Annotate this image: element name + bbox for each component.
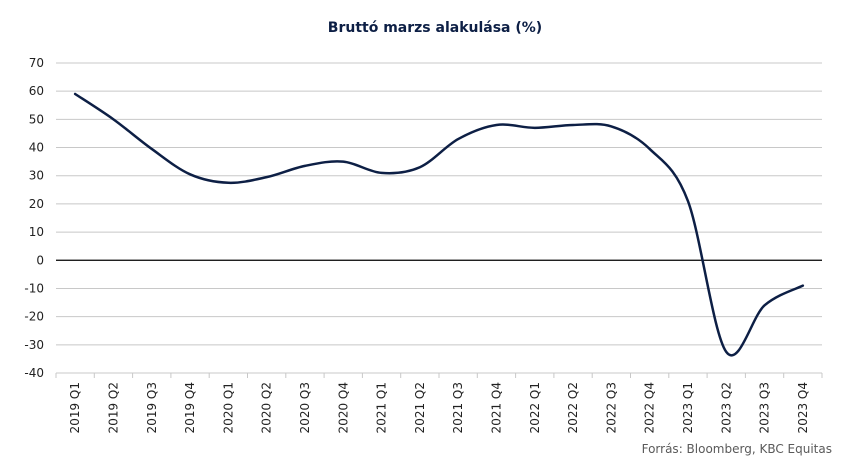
x-tick-label: 2021 Q2	[413, 382, 427, 433]
x-tick-label: 2021 Q4	[489, 382, 503, 433]
data-point	[264, 175, 269, 180]
data-point	[800, 283, 805, 288]
data-point	[724, 349, 729, 354]
x-axis-ticks: 2019 Q1 2019 Q2 2019 Q3 2019 Q4 2020 Q1 2020 …	[55, 372, 823, 433]
y-tick-label: 0	[36, 253, 44, 267]
y-tick-label: 70	[29, 56, 44, 70]
x-tick-label: 2022 Q3	[604, 382, 618, 433]
y-tick-label: 60	[29, 84, 44, 98]
data-point	[685, 199, 690, 204]
data-point	[341, 159, 346, 164]
x-tick-label: 2020 Q2	[260, 382, 274, 433]
y-tick-label: 50	[29, 112, 44, 126]
data-point	[647, 146, 652, 151]
y-tick-label: -10	[24, 281, 44, 295]
x-tick-label: 2021 Q3	[451, 382, 465, 433]
data-point	[494, 123, 499, 128]
data-point	[456, 137, 461, 142]
y-axis-ticks: 70 60 50 40 30 20 10 0 -10 -20 -30 -40	[24, 56, 44, 380]
x-tick-label: 2019 Q3	[145, 382, 159, 433]
y-tick-label: 10	[29, 225, 44, 239]
data-point	[302, 163, 307, 168]
x-tick-label: 2020 Q4	[336, 382, 350, 433]
y-tick-label: 20	[29, 197, 44, 211]
x-tick-label: 2019 Q1	[68, 382, 82, 433]
x-tick-label: 2023 Q1	[681, 382, 695, 433]
data-point	[532, 125, 537, 130]
data-point	[188, 172, 193, 177]
x-tick-label: 2019 Q2	[106, 382, 120, 433]
series-line	[73, 92, 805, 357]
data-point	[379, 170, 384, 175]
y-tick-label: -40	[24, 366, 44, 380]
source-note: Forrás: Bloomberg, KBC Equitas	[641, 442, 832, 456]
x-tick-label: 2022 Q1	[528, 382, 542, 433]
x-tick-label: 2022 Q4	[643, 382, 657, 433]
data-point	[609, 124, 614, 129]
x-tick-label: 2019 Q4	[183, 382, 197, 433]
data-point	[417, 165, 422, 170]
data-point	[762, 303, 767, 308]
data-point	[571, 123, 576, 128]
series-layer	[73, 92, 805, 357]
x-tick-label: 2023 Q4	[796, 382, 810, 433]
x-tick-label: 2023 Q3	[758, 382, 772, 433]
y-tick-label: -20	[24, 310, 44, 324]
data-point	[226, 180, 231, 185]
y-tick-label: 40	[29, 141, 44, 155]
x-tick-label: 2022 Q2	[566, 382, 580, 433]
x-tick-label: 2021 Q1	[375, 382, 389, 433]
x-tick-label: 2020 Q3	[298, 382, 312, 433]
y-tick-label: 30	[29, 169, 44, 183]
x-tick-label: 2023 Q2	[719, 382, 733, 433]
y-tick-label: -30	[24, 338, 44, 352]
data-point	[111, 117, 116, 122]
chart-title: Bruttó marzs alakulása (%)	[327, 20, 543, 36]
gridlines	[56, 62, 822, 374]
data-point	[149, 146, 154, 151]
data-point	[73, 92, 78, 97]
x-tick-label: 2020 Q1	[221, 382, 235, 433]
